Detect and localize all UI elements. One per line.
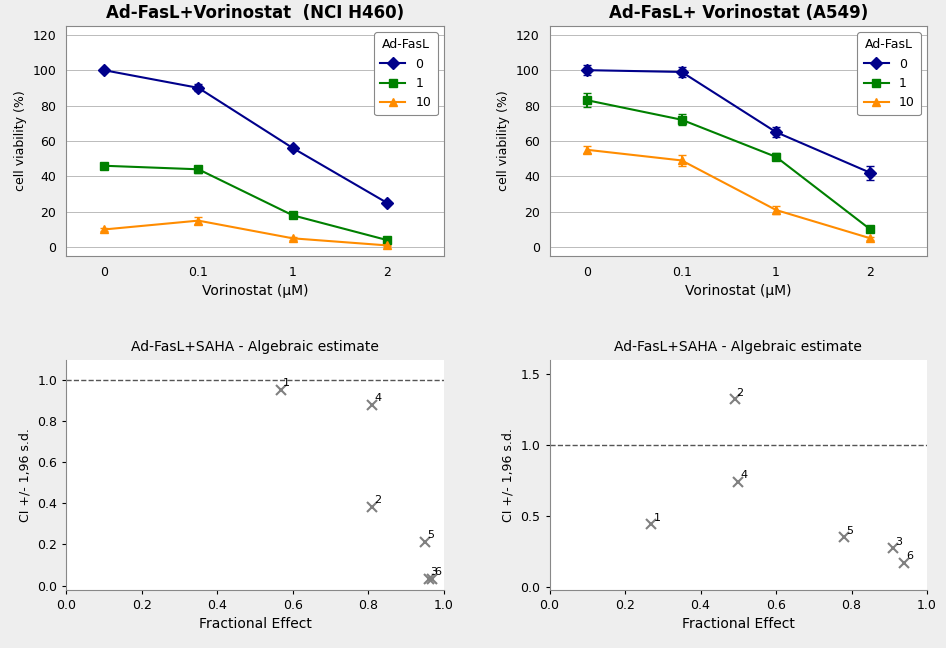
Text: 5: 5 <box>427 530 434 540</box>
Text: 5: 5 <box>846 526 853 536</box>
Y-axis label: cell viability (%): cell viability (%) <box>14 91 27 191</box>
Legend: 0, 1, 10: 0, 1, 10 <box>857 32 920 115</box>
X-axis label: Fractional Effect: Fractional Effect <box>199 618 311 631</box>
Text: 2: 2 <box>736 388 744 398</box>
Text: 2: 2 <box>374 496 381 505</box>
Title: Ad-FasL+Vorinostat  (NCI H460): Ad-FasL+Vorinostat (NCI H460) <box>106 4 404 21</box>
Text: 3: 3 <box>895 537 902 547</box>
Y-axis label: CI +/- 1,96 s.d.: CI +/- 1,96 s.d. <box>502 428 515 522</box>
Text: 4: 4 <box>740 470 747 480</box>
Text: 1: 1 <box>283 378 290 388</box>
X-axis label: Vorinostat (μM): Vorinostat (μM) <box>201 284 308 298</box>
Legend: 0, 1, 10: 0, 1, 10 <box>375 32 438 115</box>
X-axis label: Vorinostat (μM): Vorinostat (μM) <box>685 284 792 298</box>
X-axis label: Fractional Effect: Fractional Effect <box>682 618 795 631</box>
Y-axis label: cell viability (%): cell viability (%) <box>498 91 510 191</box>
Title: Ad-FasL+SAHA - Algebraic estimate: Ad-FasL+SAHA - Algebraic estimate <box>131 340 379 354</box>
Text: 4: 4 <box>374 393 381 402</box>
Text: 3: 3 <box>430 568 438 577</box>
Title: Ad-FasL+SAHA - Algebraic estimate: Ad-FasL+SAHA - Algebraic estimate <box>614 340 862 354</box>
Text: 6: 6 <box>906 551 913 561</box>
Text: 6: 6 <box>434 568 442 577</box>
Title: Ad-FasL+ Vorinostat (A549): Ad-FasL+ Vorinostat (A549) <box>608 4 867 21</box>
Text: 1: 1 <box>654 513 660 523</box>
Y-axis label: CI +/- 1,96 s.d.: CI +/- 1,96 s.d. <box>19 428 31 522</box>
